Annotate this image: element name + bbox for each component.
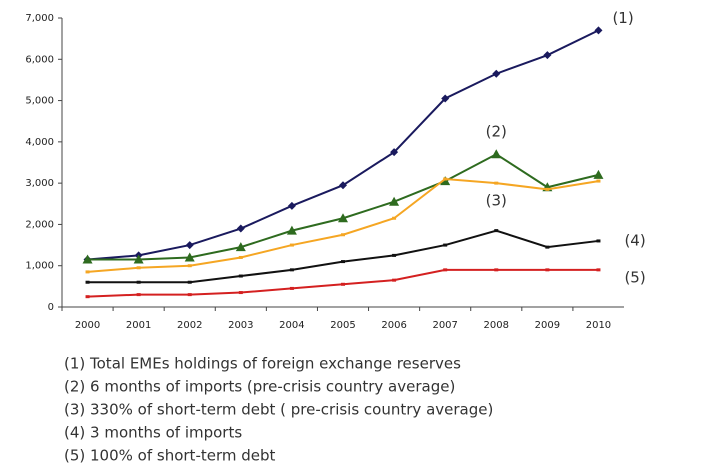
marker	[85, 295, 90, 299]
marker	[238, 274, 243, 278]
marker	[238, 255, 243, 259]
marker	[289, 243, 294, 247]
x-tick-label: 2006	[381, 320, 406, 331]
marker	[236, 224, 245, 233]
marker	[492, 69, 501, 78]
series-line	[87, 153, 599, 261]
x-tick-label: 2008	[484, 320, 509, 331]
x-tick-label: 2007	[432, 320, 457, 331]
x-tick-label: 2005	[330, 320, 355, 331]
marker	[392, 216, 397, 220]
marker	[390, 148, 399, 157]
marker	[440, 176, 451, 186]
marker	[545, 187, 550, 191]
marker	[593, 169, 604, 179]
marker	[543, 51, 552, 60]
legend-entry: (1) Total EMEs holdings of foreign excha…	[64, 355, 461, 373]
marker	[287, 201, 296, 210]
y-tick-label: 6,000	[25, 54, 54, 65]
y-tick-label: 7,000	[25, 13, 54, 24]
marker	[289, 286, 294, 290]
marker	[494, 181, 499, 185]
marker	[187, 293, 192, 297]
marker	[443, 268, 448, 272]
marker	[596, 179, 601, 183]
marker	[338, 213, 348, 223]
y-tick-label: 1,000	[25, 261, 54, 272]
marker	[339, 181, 347, 190]
marker	[389, 196, 400, 206]
y-tick-label: 0	[48, 302, 54, 313]
x-tick-label: 2010	[586, 320, 611, 331]
legend-entry: (5) 100% of short-term debt	[64, 447, 276, 464]
y-tick-label: 3,000	[25, 178, 54, 189]
marker	[341, 260, 345, 264]
marker	[392, 253, 397, 257]
series-label: (5)	[624, 268, 645, 286]
marker	[341, 233, 345, 237]
marker	[136, 280, 141, 284]
x-tick-label: 2009	[535, 320, 560, 331]
series-line	[87, 229, 599, 284]
marker	[392, 278, 397, 282]
series-label: (1)	[612, 9, 633, 27]
y-tick-label: 4,000	[25, 137, 54, 148]
marker	[596, 239, 601, 243]
marker	[82, 254, 93, 264]
marker	[441, 94, 450, 103]
marker	[187, 280, 192, 284]
marker	[341, 282, 345, 286]
series-line	[87, 29, 599, 261]
marker	[491, 149, 502, 159]
marker	[184, 252, 195, 262]
marker	[494, 268, 499, 272]
marker	[545, 245, 550, 249]
legend-entry: (2) 6 months of imports (pre-crisis coun…	[64, 378, 455, 396]
marker	[443, 177, 448, 181]
marker	[136, 266, 141, 270]
marker	[136, 293, 141, 297]
marker	[85, 280, 90, 284]
x-tick-label: 2003	[228, 320, 253, 331]
marker	[545, 268, 550, 272]
x-tick-label: 2004	[279, 320, 304, 331]
marker	[235, 242, 246, 252]
x-tick-label: 2000	[75, 320, 100, 331]
legend-entry: (4) 3 months of imports	[64, 424, 242, 442]
marker	[238, 291, 243, 295]
marker	[187, 264, 192, 268]
x-tick-label: 2002	[177, 320, 202, 331]
marker	[289, 268, 294, 272]
y-tick-label: 2,000	[25, 219, 54, 230]
x-tick-label: 2001	[126, 320, 151, 331]
marker	[596, 268, 601, 272]
marker	[286, 225, 297, 235]
legend-entry: (3) 330% of short-term debt ( pre-crisis…	[64, 401, 493, 419]
marker	[85, 270, 90, 274]
series-label: (3)	[486, 192, 507, 210]
marker	[494, 229, 499, 233]
series-label: (4)	[624, 231, 645, 249]
marker	[133, 254, 144, 264]
y-tick-label: 5,000	[25, 96, 54, 107]
marker	[443, 243, 448, 247]
marker	[185, 241, 194, 250]
marker	[594, 26, 603, 35]
series-label: (2)	[486, 123, 507, 141]
